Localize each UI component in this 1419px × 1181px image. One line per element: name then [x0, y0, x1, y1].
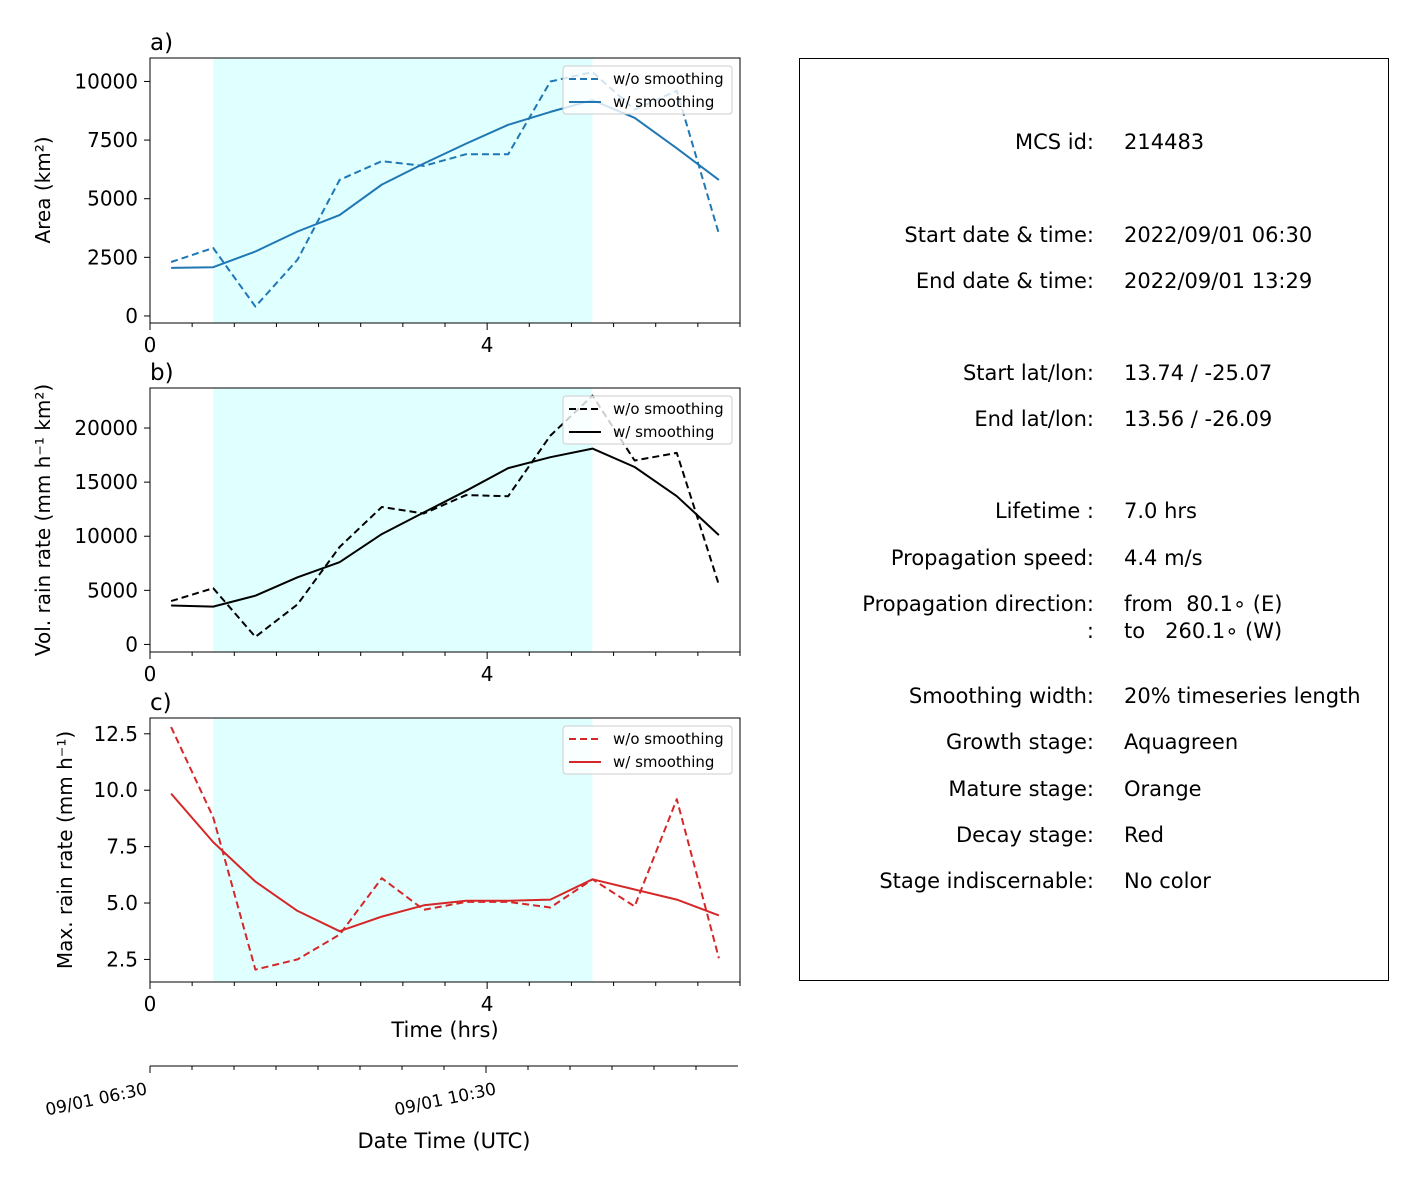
- y-tick-label: 2500: [87, 245, 138, 269]
- info-value: 2022/09/01 13:29: [1124, 269, 1313, 293]
- growth-stage-shading: [213, 58, 593, 323]
- panel-a-ylabel: Area (km²): [31, 136, 55, 243]
- info-value: No color: [1124, 869, 1211, 893]
- panel-c-ylabel: Max. rain rate (mm h⁻¹): [53, 731, 77, 969]
- legend-entry-smoothed-label: w/ smoothing: [613, 93, 714, 111]
- growth-stage-shading: [213, 718, 593, 982]
- info-label: Growth stage:: [945, 730, 1094, 754]
- series-line-smoothed: [171, 447, 720, 608]
- info-label: Stage indiscernable:: [879, 869, 1094, 893]
- time-axis-xlabel: Time (hrs): [390, 1018, 498, 1042]
- info-value: 4.4 m/s: [1124, 546, 1203, 570]
- y-tick-label: 2.5: [106, 947, 138, 971]
- y-tick-label: 15000: [74, 470, 138, 494]
- info-label: Start lat/lon:: [962, 361, 1094, 385]
- panel-area: a) Area (km²): [31, 30, 173, 244]
- info-label: Decay stage:: [956, 823, 1094, 847]
- y-tick-label: 0: [125, 632, 138, 656]
- info-label: Smoothing width:: [908, 684, 1094, 708]
- panel-a-label: a): [150, 30, 173, 56]
- legend: w/o smoothing w/ smoothing: [562, 65, 733, 115]
- y-tick-label: 0: [125, 304, 138, 328]
- mcs-info-panel: [799, 58, 1389, 981]
- info-value: Red: [1124, 823, 1164, 847]
- y-tick-label: 12.5: [93, 722, 138, 746]
- legend-entry-smoothed-label: w/ smoothing: [613, 423, 714, 441]
- info-label: MCS id:: [1014, 130, 1094, 154]
- legend-entry-smoothed-label: w/ smoothing: [613, 753, 714, 771]
- info-label: End lat/lon:: [974, 407, 1094, 431]
- chart-panel-0: 0 2500 5000 7500 10000 0 4 w/o smoothing w/ smoo…: [74, 57, 741, 357]
- panel-b-label: b): [150, 360, 174, 386]
- series-line-smoothed: [171, 99, 720, 269]
- legend: w/o smoothing w/ smoothing: [562, 395, 733, 445]
- date-tick-label-0: 09/01 06:30: [44, 1079, 149, 1120]
- x-tick-label: 0: [144, 333, 157, 357]
- y-tick-label: 5.0: [106, 891, 138, 915]
- series-line-smoothed: [170, 792, 720, 933]
- y-tick-label: 7.5: [106, 835, 138, 859]
- x-tick-label: 0: [144, 662, 157, 686]
- legend: w/o smoothing w/ smoothing: [562, 725, 733, 775]
- x-tick-label: 4: [481, 992, 494, 1016]
- x-tick-label: 4: [481, 333, 494, 357]
- chart-panel-2: 2.5 5.0 7.5 10.0 12.5 0 4 w/o smoothing w/ smoot…: [93, 717, 741, 1016]
- info-label: Propagation direction:: [862, 592, 1094, 616]
- info-value: 13.74 / -25.07: [1124, 361, 1273, 385]
- legend-entry-unsmoothed-label: w/o smoothing: [613, 400, 724, 418]
- info-value: 13.56 / -26.09: [1124, 407, 1273, 431]
- info-label: :: [1086, 619, 1094, 643]
- y-tick-label: 7500: [87, 128, 138, 152]
- panel-b-ylabel: Vol. rain rate (mm h⁻¹ km²): [31, 384, 55, 656]
- chart-panel-1: 0 5000 10000 15000 20000 0 4 w/o smoothing w/ sm…: [74, 387, 741, 686]
- y-tick-label: 5000: [87, 187, 138, 211]
- info-value: 7.0 hrs: [1124, 499, 1197, 523]
- date-axis: 09/01 06:30 09/01 10:30 Date Time (UTC): [44, 1065, 738, 1153]
- legend-entry-unsmoothed-label: w/o smoothing: [613, 730, 724, 748]
- growth-stage-shading: [213, 388, 593, 652]
- info-label: Mature stage:: [948, 777, 1094, 801]
- info-value: from 80.1∘ (E): [1124, 592, 1283, 616]
- info-value: Aquagreen: [1124, 730, 1239, 754]
- info-label: Lifetime :: [994, 499, 1094, 523]
- y-tick-label: 20000: [74, 416, 138, 440]
- y-tick-label: 10.0: [93, 778, 138, 802]
- date-tick-label-1: 09/01 10:30: [393, 1079, 498, 1120]
- series-line-unsmoothed: [170, 394, 720, 638]
- info-value: to 260.1∘ (W): [1124, 619, 1283, 643]
- info-label: Start date & time:: [904, 223, 1094, 247]
- panel-max-rain: c) Max. rain rate (mm h⁻¹) Time (hrs): [53, 690, 499, 1042]
- info-value: 20% timeseries length: [1124, 684, 1361, 708]
- x-tick-label: 4: [481, 662, 494, 686]
- legend-box: [562, 725, 733, 775]
- info-value: Orange: [1124, 777, 1202, 801]
- series-line-unsmoothed: [170, 726, 720, 971]
- legend-entry-unsmoothed-label: w/o smoothing: [613, 70, 724, 88]
- y-tick-label: 10000: [74, 69, 138, 93]
- x-tick-label: 0: [144, 992, 157, 1016]
- y-tick-label: 5000: [87, 578, 138, 602]
- legend-box: [562, 395, 733, 445]
- date-axis-xlabel: Date Time (UTC): [358, 1129, 531, 1153]
- panel-vol-rain: b) Vol. rain rate (mm h⁻¹ km²): [31, 360, 174, 656]
- info-label: Propagation speed:: [890, 546, 1094, 570]
- info-value: 2022/09/01 06:30: [1124, 223, 1313, 247]
- legend-box: [562, 65, 733, 115]
- panel-c-label: c): [150, 690, 172, 716]
- info-label: End date & time:: [915, 269, 1094, 293]
- y-tick-label: 10000: [74, 524, 138, 548]
- info-value: 214483: [1124, 130, 1205, 154]
